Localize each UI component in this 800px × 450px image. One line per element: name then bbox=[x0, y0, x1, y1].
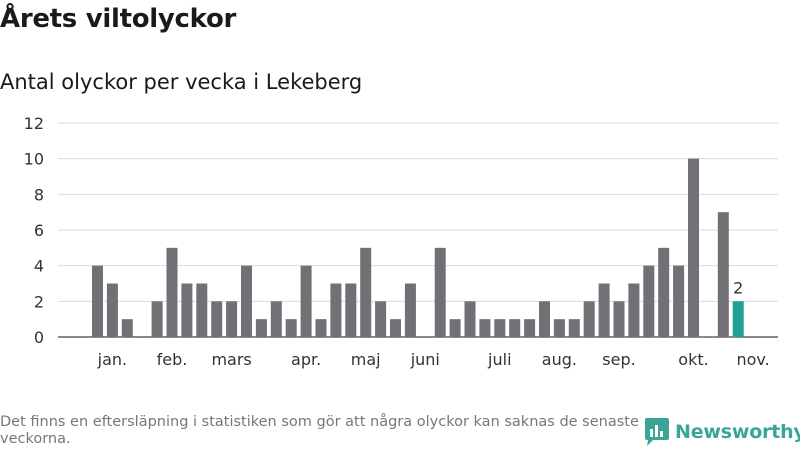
bar bbox=[628, 283, 640, 337]
grid-lines bbox=[58, 122, 778, 338]
bar bbox=[181, 283, 193, 337]
bar bbox=[434, 247, 446, 337]
y-tick-label: 12 bbox=[24, 114, 44, 133]
bar bbox=[360, 247, 372, 337]
bars bbox=[92, 158, 744, 337]
y-tick-label: 10 bbox=[24, 150, 44, 169]
x-tick-label: nov. bbox=[736, 350, 769, 369]
bar bbox=[613, 301, 625, 337]
bar bbox=[598, 283, 610, 337]
bar bbox=[509, 319, 521, 337]
x-axis-ticks: jan. feb. mars apr. maj juni juli aug. sep. okt. n… bbox=[97, 350, 770, 369]
bar-current-week bbox=[732, 301, 744, 337]
bar bbox=[92, 265, 103, 337]
bar bbox=[673, 265, 685, 337]
bar bbox=[553, 319, 565, 337]
bar bbox=[717, 212, 729, 337]
bar bbox=[121, 319, 133, 337]
bar bbox=[241, 265, 252, 337]
chart-subtitle: Antal olyckor per vecka i Lekeberg bbox=[0, 70, 363, 94]
x-tick-label: maj bbox=[351, 350, 381, 369]
data-labels: 2 bbox=[733, 278, 743, 297]
chart-title: Årets viltolyckor bbox=[0, 4, 237, 34]
bar bbox=[479, 319, 491, 337]
bar bbox=[404, 283, 416, 337]
bar bbox=[658, 247, 670, 337]
y-tick-label: 0 bbox=[34, 328, 44, 347]
bar bbox=[151, 301, 163, 337]
x-tick-label: jan. bbox=[97, 350, 127, 369]
x-tick-label: okt. bbox=[678, 350, 708, 369]
x-tick-label: juli bbox=[487, 350, 511, 369]
bar bbox=[464, 301, 476, 337]
bar bbox=[106, 283, 118, 337]
bar bbox=[568, 319, 580, 337]
x-tick-label: aug. bbox=[542, 350, 577, 369]
x-tick-label: feb. bbox=[157, 350, 188, 369]
x-tick-label: sep. bbox=[602, 350, 635, 369]
x-tick-label: mars bbox=[211, 350, 251, 369]
y-tick-label: 4 bbox=[34, 257, 44, 276]
bar bbox=[494, 319, 506, 337]
brand-name: Newsworthy bbox=[675, 421, 800, 443]
bar bbox=[270, 301, 282, 337]
y-tick-label: 6 bbox=[34, 221, 44, 240]
bar bbox=[390, 319, 401, 337]
bar bbox=[345, 283, 357, 337]
data-label-current-week: 2 bbox=[733, 278, 743, 297]
bar bbox=[524, 319, 536, 337]
bar bbox=[196, 283, 208, 337]
y-tick-label: 2 bbox=[34, 292, 44, 311]
x-tick-label: apr. bbox=[291, 350, 321, 369]
bar-chart: 0 2 4 6 8 10 12 jan. feb. mars apr. maj juni juli aug… bbox=[24, 114, 778, 369]
bar bbox=[315, 319, 327, 337]
bar bbox=[330, 283, 342, 337]
y-axis-ticks: 0 2 4 6 8 10 12 bbox=[24, 114, 44, 347]
bar bbox=[166, 247, 178, 337]
bar bbox=[643, 265, 655, 337]
bar bbox=[226, 301, 238, 337]
newsworthy-logo-icon bbox=[645, 418, 669, 446]
y-tick-label: 8 bbox=[34, 185, 44, 204]
bar bbox=[255, 319, 267, 337]
bar bbox=[300, 265, 312, 337]
bar bbox=[375, 301, 387, 337]
bar bbox=[539, 301, 550, 337]
x-tick-label: juni bbox=[410, 350, 440, 369]
brand-logo[interactable]: Newsworthy bbox=[645, 418, 800, 446]
bar bbox=[211, 301, 223, 337]
bar bbox=[285, 319, 297, 337]
bar bbox=[583, 301, 595, 337]
bar bbox=[449, 319, 461, 337]
bar bbox=[688, 158, 699, 337]
footnote: Det finns en eftersläpning i statistiken… bbox=[0, 414, 639, 447]
